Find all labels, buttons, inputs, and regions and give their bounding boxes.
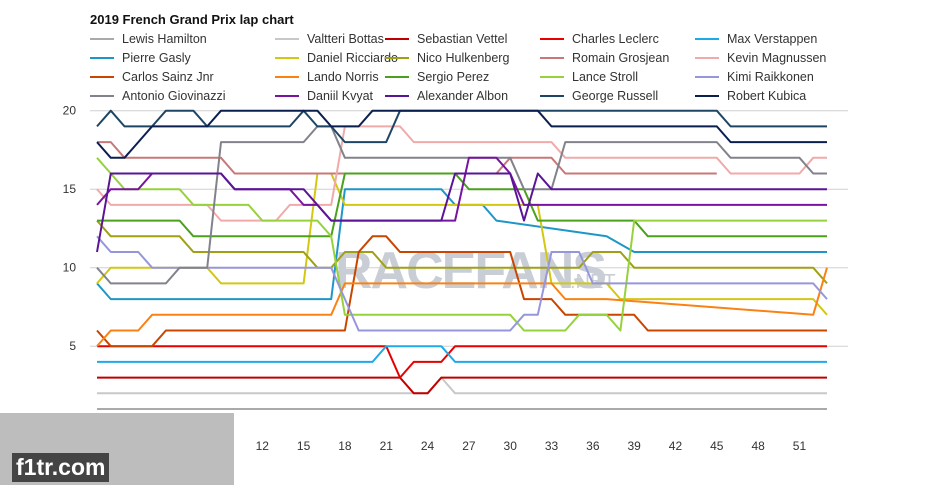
series-line-13 — [96, 157, 827, 332]
legend-label: Nico Hulkenberg — [417, 51, 509, 65]
y-tick-label: 15 — [63, 182, 77, 196]
x-tick-label: 48 — [751, 439, 765, 453]
series-line-1 — [97, 376, 827, 395]
series-line-4 — [97, 345, 827, 363]
x-tick-label: 42 — [669, 439, 683, 453]
x-tick-label: 15 — [297, 439, 311, 453]
x-tick-label: 33 — [545, 439, 559, 453]
legend-label: Robert Kubica — [727, 89, 806, 103]
legend-label: Alexander Albon — [417, 89, 508, 103]
legend-label: Romain Grosjean — [572, 51, 669, 65]
x-tick-label: 45 — [710, 439, 724, 453]
legend: Lewis Hamilton Valtteri Bottas Sebastian V… — [90, 32, 826, 103]
series-line-10 — [96, 235, 827, 348]
x-tick-label: 51 — [793, 439, 807, 453]
series-line-16 — [96, 156, 827, 222]
legend-label: Sebastian Vettel — [417, 32, 507, 46]
y-tick-label: 5 — [69, 339, 76, 353]
x-tick-label: 21 — [380, 439, 394, 453]
y-tick-label: 20 — [63, 104, 77, 118]
legend-label: Max Verstappen — [727, 32, 817, 46]
series-line-7 — [96, 219, 828, 285]
x-tick-label: 18 — [338, 439, 352, 453]
legend-label: Antonio Giovinazzi — [122, 89, 226, 103]
legend-label: Lewis Hamilton — [122, 32, 207, 46]
site-badge-label: f1tr.com — [12, 453, 110, 482]
x-tick-label: 39 — [627, 439, 641, 453]
watermark: RACEFANS .NET — [335, 242, 616, 300]
series-line-6 — [96, 172, 828, 316]
legend-label: Kimi Raikkonen — [727, 70, 814, 84]
grid — [90, 110, 848, 347]
legend-label: Valtteri Bottas — [307, 32, 384, 46]
x-axis-ticks: 12 15 18 21 24 27 30 33 36 39 42 45 48 51 — [256, 439, 807, 453]
legend-label: Daniel Ricciardo — [307, 51, 398, 65]
legend-label: Sergio Perez — [417, 70, 489, 84]
legend-label: Daniil Kvyat — [307, 89, 374, 103]
series-line-17 — [96, 172, 827, 253]
legend-label: George Russell — [572, 89, 658, 103]
site-badge: f1tr.com — [0, 413, 234, 485]
x-tick-label: 27 — [462, 439, 476, 453]
y-axis-ticks: 5 10 15 20 — [63, 104, 77, 354]
series-line-2 — [97, 376, 827, 395]
x-tick-label: 24 — [421, 439, 435, 453]
chart-title: 2019 French Grand Prix lap chart — [90, 12, 294, 27]
series-line-19 — [96, 109, 827, 159]
series-line-14 — [96, 235, 828, 332]
series-line-9 — [96, 125, 827, 222]
series-line-11 — [96, 267, 828, 347]
legend-label: Carlos Sainz Jnr — [122, 70, 214, 84]
watermark-text: RACEFANS — [335, 242, 605, 300]
legend-label: Kevin Magnussen — [727, 51, 826, 65]
legend-label: Pierre Gasly — [122, 51, 192, 65]
legend-label: Charles Leclerc — [572, 32, 659, 46]
legend-label: Lando Norris — [307, 70, 379, 84]
x-tick-label: 36 — [586, 439, 600, 453]
x-tick-label: 12 — [256, 439, 270, 453]
legend-label: Lance Stroll — [572, 70, 638, 84]
y-tick-label: 10 — [63, 261, 77, 275]
series-lines — [96, 109, 828, 410]
x-tick-label: 30 — [504, 439, 518, 453]
